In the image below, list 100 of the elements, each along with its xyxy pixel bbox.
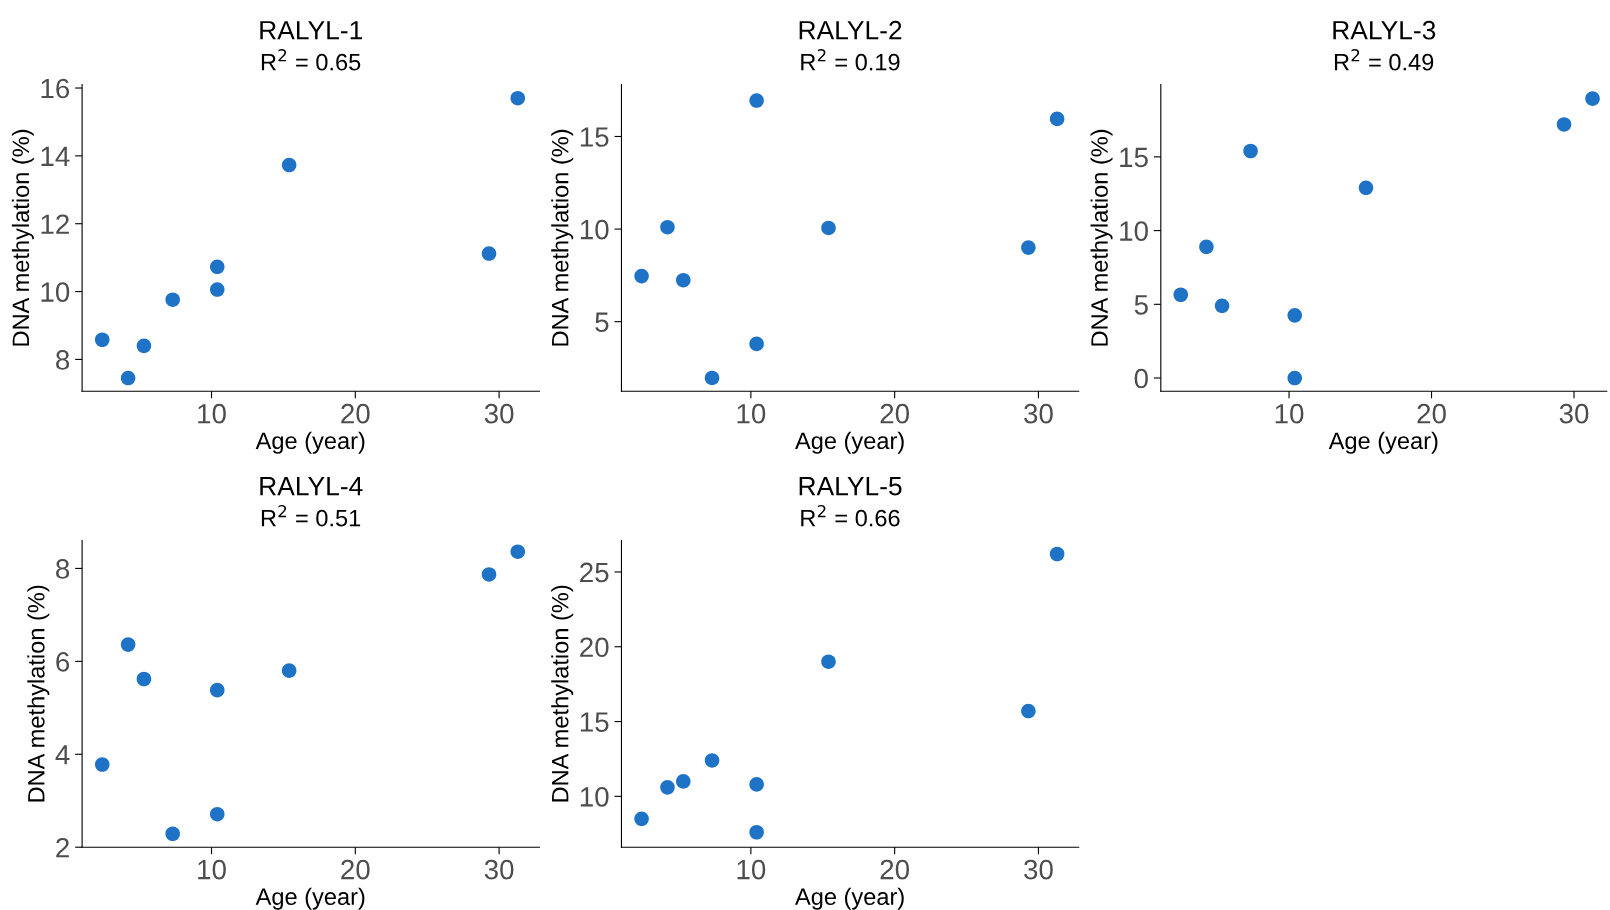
point: [281, 157, 297, 173]
x-tick-label: 10: [1275, 403, 1304, 424]
y-tick-label: 8: [56, 350, 70, 370]
y-tick-label: 25: [580, 562, 609, 583]
point: [510, 544, 526, 559]
y-tick-label: 0: [1134, 368, 1148, 389]
point: [1173, 287, 1189, 303]
point: [749, 777, 764, 792]
point: [1214, 298, 1230, 314]
point: [634, 811, 649, 827]
x-tick-label: 20: [1417, 403, 1446, 424]
y-tick-label: 15: [580, 127, 609, 147]
y-tick-label: 10: [580, 787, 609, 807]
y-tick-label: 15: [580, 712, 609, 732]
point: [1199, 239, 1214, 255]
point: [1049, 546, 1065, 562]
x-tick-label: 30: [1559, 403, 1589, 424]
x-axis-title: Age (year): [1328, 431, 1438, 454]
x-tick-label: 20: [880, 403, 910, 424]
y-tick-label: 15: [1120, 147, 1148, 168]
point: [749, 824, 764, 840]
x-tick-label: 10: [737, 859, 766, 880]
x-tick-label: 30: [484, 859, 514, 880]
point: [676, 774, 691, 789]
point: [1243, 143, 1258, 159]
y-tick-label: 6: [56, 652, 70, 672]
point: [510, 90, 526, 106]
x-tick-label: 20: [880, 859, 910, 880]
x-tick-label: 10: [198, 403, 226, 424]
chart-subtitle: R$^{2}$ = 0.66: [801, 504, 900, 527]
y-tick-label: 5: [595, 312, 609, 333]
x-tick-label: 10: [737, 403, 766, 424]
y-axis-title: DNA methylation (%): [551, 129, 574, 346]
y-axis-title: DNA methylation (%): [27, 585, 50, 802]
point: [1049, 111, 1065, 127]
y-tick-label: 5: [1134, 295, 1148, 315]
point: [1287, 370, 1303, 386]
x-axis-title: Age (year): [255, 431, 365, 454]
y-tick-label: 10: [1120, 221, 1148, 241]
y-axis-title: DNA methylation (%): [11, 129, 34, 346]
point: [481, 246, 497, 261]
point: [821, 654, 836, 669]
point: [136, 671, 152, 687]
x-axis-title: Age (year): [255, 887, 365, 910]
x-axis-title: Age (year): [795, 431, 904, 454]
chart-subtitle: R$^{2}$ = 0.65: [261, 49, 361, 71]
point: [120, 637, 136, 652]
y-tick-label: 12: [41, 214, 69, 234]
x-axis-title: Age (year): [795, 887, 904, 910]
point: [1021, 240, 1036, 255]
point: [821, 220, 836, 236]
point: [1358, 180, 1374, 196]
point: [94, 757, 110, 772]
y-tick-label: 10: [580, 219, 609, 240]
y-tick-label: 14: [41, 146, 70, 166]
x-tick-label: 30: [484, 403, 514, 424]
y-tick-label: 10: [41, 282, 70, 302]
point: [749, 93, 764, 108]
point: [136, 338, 152, 354]
chart-subtitle: R$^{2}$ = 0.19: [801, 49, 900, 71]
y-tick-label: 2: [56, 837, 69, 858]
point: [1287, 308, 1303, 323]
chart-title: RALYL-2: [799, 20, 902, 40]
chart-title: RALYL-5: [799, 477, 902, 496]
point: [209, 259, 225, 275]
point: [209, 682, 225, 698]
point: [165, 292, 180, 307]
point: [165, 826, 180, 842]
y-axis-title: DNA methylation (%): [551, 585, 574, 802]
y-tick-label: 20: [580, 637, 609, 658]
x-tick-label: 30: [1024, 859, 1053, 880]
point: [1585, 91, 1600, 106]
point: [94, 332, 110, 348]
y-tick-label: 8: [56, 559, 70, 579]
chart-subtitle: R$^{2}$ = 0.49: [1334, 49, 1434, 71]
x-tick-label: 20: [341, 859, 370, 880]
y-tick-label: 16: [41, 78, 70, 99]
point: [120, 370, 136, 386]
x-tick-label: 10: [198, 859, 226, 880]
x-tick-label: 30: [1024, 403, 1053, 424]
x-tick-label: 20: [341, 403, 370, 424]
chart-title: RALYL-1: [260, 21, 363, 40]
chart-subtitle: R$^{2}$ = 0.51: [261, 504, 361, 527]
point: [1556, 117, 1572, 132]
point: [481, 567, 497, 582]
point: [660, 219, 675, 235]
y-tick-label: 4: [55, 745, 70, 765]
point: [704, 753, 720, 768]
point: [209, 282, 225, 297]
point: [704, 370, 720, 386]
point: [281, 663, 297, 678]
point: [209, 806, 225, 822]
point: [1021, 703, 1036, 719]
point: [660, 780, 675, 795]
y-axis-title: DNA methylation (%): [1090, 129, 1113, 346]
chart-title: RALYL-3: [1333, 20, 1436, 40]
point: [749, 336, 764, 352]
point: [676, 272, 691, 288]
chart-title: RALYL-4: [260, 477, 363, 496]
point: [634, 268, 649, 284]
